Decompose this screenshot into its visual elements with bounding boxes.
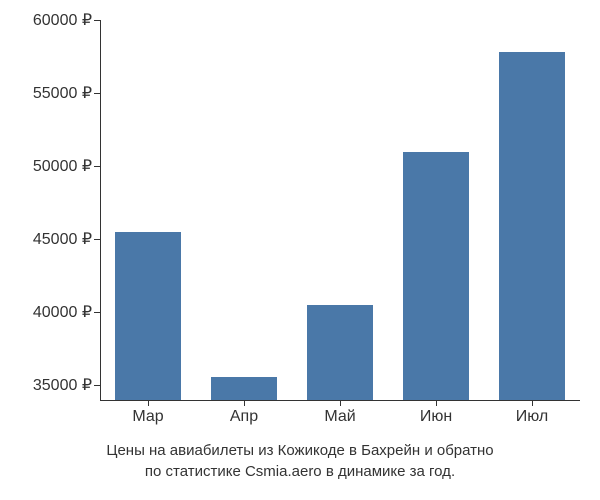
y-tick-mark — [94, 166, 100, 167]
bar — [307, 305, 372, 400]
chart-caption: Цены на авиабилеты из Кожикоде в Бахрейн… — [0, 440, 600, 482]
bar-chart: 35000 ₽ 40000 ₽ 45000 ₽ 50000 ₽ 55000 ₽ 60000… — [0, 0, 600, 500]
bar — [211, 377, 276, 400]
y-tick-mark — [94, 93, 100, 94]
y-tick-label: 35000 ₽ — [33, 375, 92, 395]
x-tick-mark — [436, 400, 437, 406]
caption-line-2: по статистике Csmia.aero в динамике за г… — [0, 461, 600, 482]
y-tick-label: 40000 ₽ — [33, 302, 92, 322]
y-tick-label: 55000 ₽ — [33, 83, 92, 103]
bar — [115, 232, 180, 400]
x-tick-mark — [340, 400, 341, 406]
x-tick-label: Апр — [230, 408, 258, 426]
y-tick-label: 60000 ₽ — [33, 10, 92, 30]
y-tick-mark — [94, 239, 100, 240]
bar — [403, 152, 468, 400]
caption-line-1: Цены на авиабилеты из Кожикоде в Бахрейн… — [0, 440, 600, 461]
plot-area — [100, 20, 580, 400]
x-tick-mark — [532, 400, 533, 406]
x-tick-label: Мар — [132, 408, 163, 426]
y-tick-mark — [94, 20, 100, 21]
y-tick-mark — [94, 312, 100, 313]
y-tick-label: 45000 ₽ — [33, 229, 92, 249]
x-tick-label: Июл — [516, 408, 548, 426]
y-tick-label: 50000 ₽ — [33, 156, 92, 176]
y-tick-mark — [94, 385, 100, 386]
x-tick-mark — [244, 400, 245, 406]
x-tick-label: Июн — [420, 408, 452, 426]
bar — [499, 52, 564, 400]
x-tick-mark — [148, 400, 149, 406]
x-tick-label: Май — [324, 408, 355, 426]
